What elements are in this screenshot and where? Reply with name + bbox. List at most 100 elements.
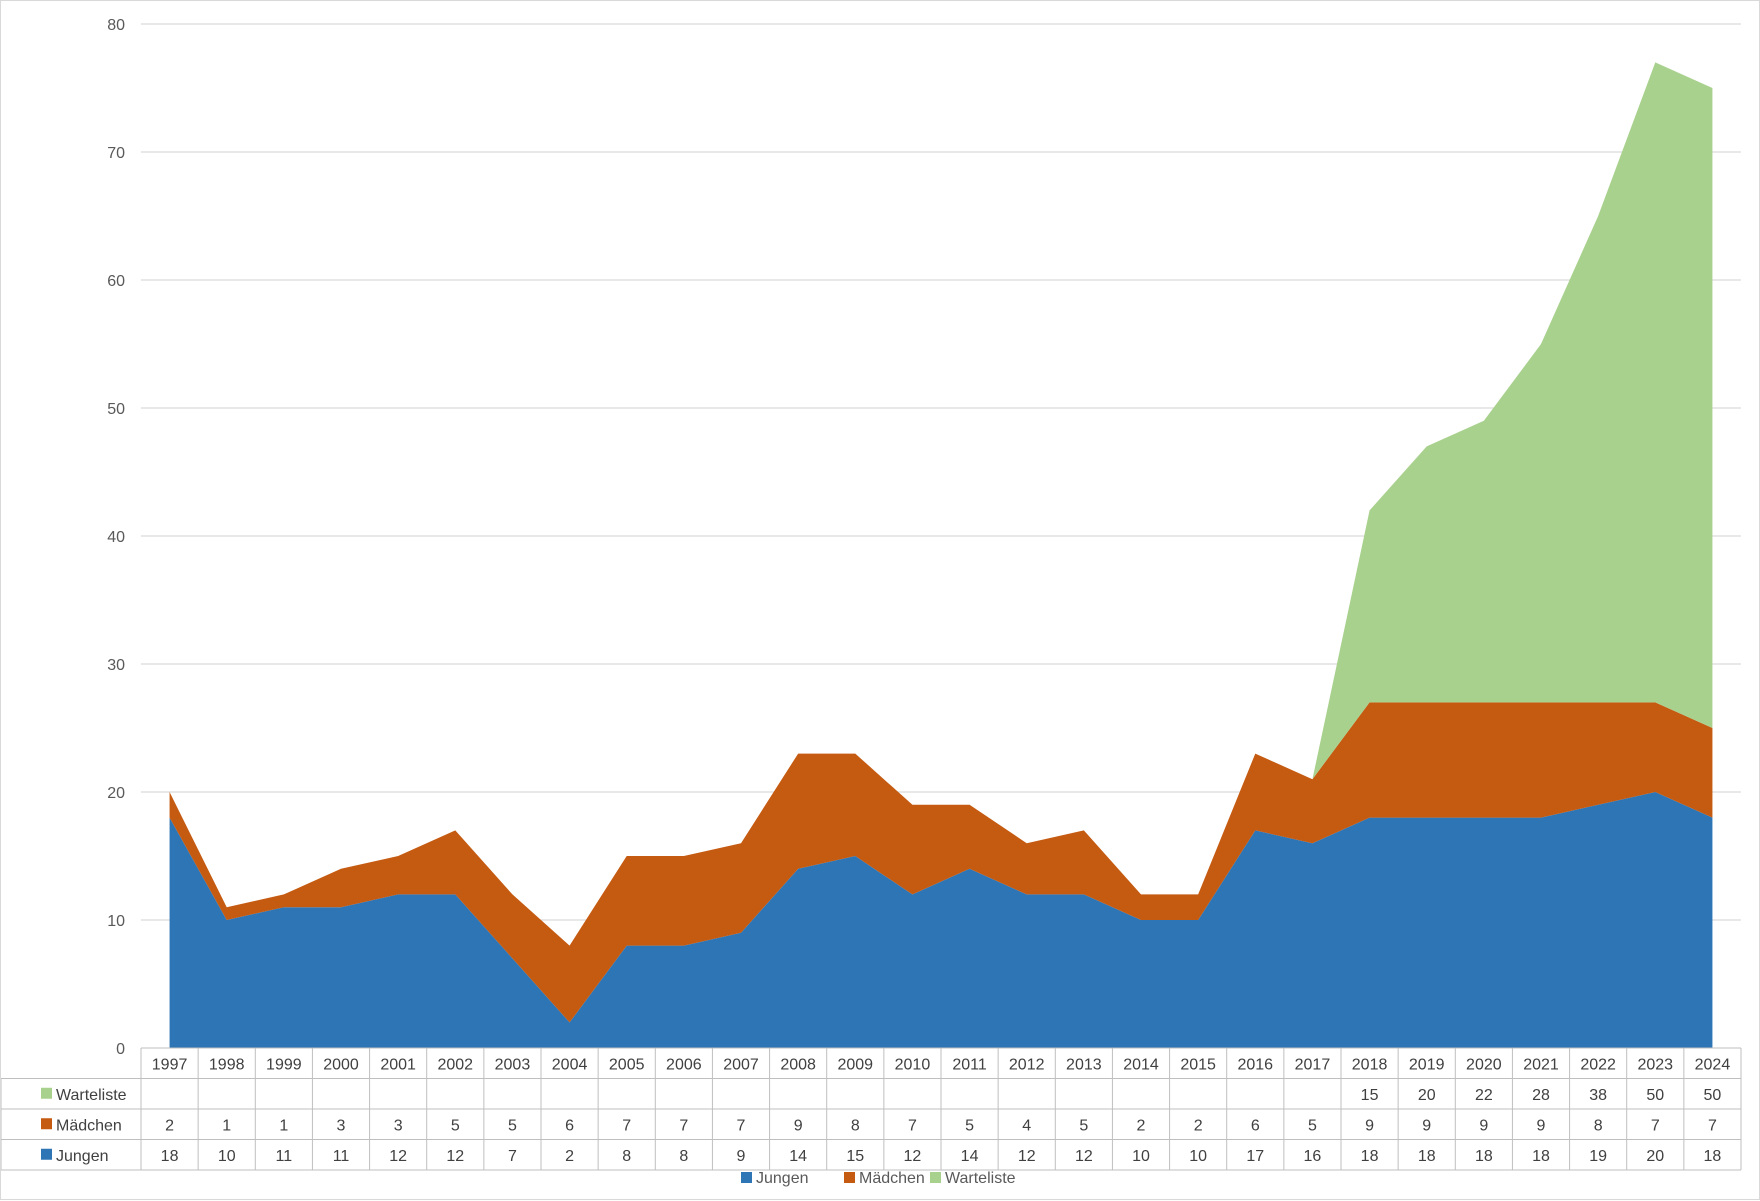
category-label: 2001 bbox=[380, 1056, 416, 1073]
data-value: 28 bbox=[1532, 1087, 1550, 1104]
data-value: 15 bbox=[846, 1148, 864, 1165]
area-mdchen bbox=[169, 702, 1713, 1023]
y-tick-label: 30 bbox=[107, 657, 125, 674]
category-label: 2015 bbox=[1180, 1056, 1216, 1073]
gridlines bbox=[141, 23, 1741, 921]
data-value: 11 bbox=[276, 1148, 293, 1165]
data-value: 18 bbox=[1361, 1148, 1379, 1165]
table-series-label: Warteliste bbox=[56, 1087, 127, 1104]
data-value: 12 bbox=[446, 1148, 464, 1165]
data-value: 5 bbox=[1079, 1117, 1088, 1134]
data-value: 12 bbox=[1018, 1148, 1036, 1165]
data-value: 10 bbox=[218, 1148, 236, 1165]
category-label: 2007 bbox=[723, 1056, 759, 1073]
table-series-label: Jungen bbox=[56, 1148, 109, 1165]
data-value: 10 bbox=[1189, 1148, 1207, 1165]
legend-key bbox=[930, 1172, 941, 1183]
legend-label: Warteliste bbox=[945, 1170, 1016, 1187]
data-value: 17 bbox=[1246, 1148, 1264, 1165]
category-label: 1999 bbox=[266, 1056, 302, 1073]
data-value: 38 bbox=[1589, 1087, 1607, 1104]
data-value: 22 bbox=[1475, 1087, 1493, 1104]
data-value: 2 bbox=[565, 1148, 574, 1165]
category-label: 2009 bbox=[837, 1056, 873, 1073]
data-value: 7 bbox=[622, 1117, 631, 1134]
data-value: 6 bbox=[1251, 1117, 1260, 1134]
area-jungen bbox=[169, 792, 1713, 1048]
category-label: 1997 bbox=[152, 1056, 188, 1073]
category-label: 2017 bbox=[1295, 1056, 1331, 1073]
table-legend-key bbox=[41, 1087, 52, 1099]
data-value: 1 bbox=[279, 1117, 288, 1134]
y-tick-label: 50 bbox=[107, 401, 125, 418]
data-value: 9 bbox=[1422, 1117, 1431, 1134]
data-value: 1 bbox=[222, 1117, 231, 1134]
table-legend-key bbox=[41, 1118, 52, 1130]
category-label: 2023 bbox=[1637, 1056, 1673, 1073]
data-value: 9 bbox=[794, 1117, 803, 1134]
category-label: 2000 bbox=[323, 1056, 359, 1073]
category-label: 2012 bbox=[1009, 1056, 1045, 1073]
data-value: 7 bbox=[679, 1117, 688, 1134]
data-value: 18 bbox=[161, 1148, 179, 1165]
data-value: 18 bbox=[1532, 1148, 1550, 1165]
data-value: 2 bbox=[1194, 1117, 1203, 1134]
data-value: 7 bbox=[1708, 1117, 1717, 1134]
data-value: 5 bbox=[451, 1117, 460, 1134]
data-value: 11 bbox=[333, 1148, 350, 1165]
data-value: 12 bbox=[389, 1148, 407, 1165]
data-value: 9 bbox=[1479, 1117, 1488, 1134]
data-value: 14 bbox=[961, 1148, 979, 1165]
data-value: 7 bbox=[508, 1148, 517, 1165]
table-series-label: Mädchen bbox=[56, 1117, 122, 1134]
data-value: 9 bbox=[1537, 1117, 1546, 1134]
data-value: 12 bbox=[904, 1148, 922, 1165]
area-series bbox=[169, 62, 1713, 1048]
category-label: 2010 bbox=[895, 1056, 931, 1073]
legend-label: Jungen bbox=[756, 1170, 809, 1187]
data-value: 8 bbox=[1594, 1117, 1603, 1134]
legend: Jungen Mädchen Warteliste bbox=[741, 1170, 1016, 1187]
data-value: 3 bbox=[394, 1117, 403, 1134]
data-value: 4 bbox=[1022, 1117, 1031, 1134]
category-label: 2002 bbox=[437, 1056, 473, 1073]
legend-key bbox=[844, 1172, 855, 1183]
category-label: 2016 bbox=[1237, 1056, 1273, 1073]
category-label: 2019 bbox=[1409, 1056, 1445, 1073]
category-label: 2018 bbox=[1352, 1056, 1388, 1073]
data-value: 7 bbox=[737, 1117, 746, 1134]
data-value: 12 bbox=[1075, 1148, 1093, 1165]
data-value: 20 bbox=[1418, 1087, 1436, 1104]
category-label: 2004 bbox=[552, 1056, 588, 1073]
data-value: 18 bbox=[1704, 1148, 1722, 1165]
data-value: 5 bbox=[508, 1117, 517, 1134]
y-tick-label: 80 bbox=[107, 17, 125, 34]
data-value: 6 bbox=[565, 1117, 574, 1134]
data-value: 20 bbox=[1646, 1148, 1664, 1165]
y-tick-label: 0 bbox=[116, 1041, 125, 1058]
data-value: 8 bbox=[851, 1117, 860, 1134]
y-tick-label: 70 bbox=[107, 145, 125, 162]
category-label: 2020 bbox=[1466, 1056, 1502, 1073]
category-label: 2022 bbox=[1580, 1056, 1616, 1073]
category-label: 2024 bbox=[1695, 1056, 1731, 1073]
y-tick-label: 40 bbox=[107, 529, 125, 546]
data-value: 9 bbox=[1365, 1117, 1374, 1134]
data-value: 2 bbox=[1137, 1117, 1146, 1134]
category-label: 2013 bbox=[1066, 1056, 1102, 1073]
data-value: 14 bbox=[789, 1148, 807, 1165]
category-label: 2011 bbox=[952, 1056, 987, 1073]
data-value: 18 bbox=[1475, 1148, 1493, 1165]
data-value: 16 bbox=[1304, 1148, 1322, 1165]
category-label: 2008 bbox=[780, 1056, 816, 1073]
data-value: 5 bbox=[1308, 1117, 1317, 1134]
data-value: 3 bbox=[337, 1117, 346, 1134]
category-label: 2014 bbox=[1123, 1056, 1159, 1073]
data-value: 9 bbox=[737, 1148, 746, 1165]
data-value: 8 bbox=[679, 1148, 688, 1165]
data-value: 50 bbox=[1704, 1087, 1722, 1104]
data-value: 15 bbox=[1361, 1087, 1379, 1104]
table-legend-key bbox=[41, 1148, 52, 1160]
